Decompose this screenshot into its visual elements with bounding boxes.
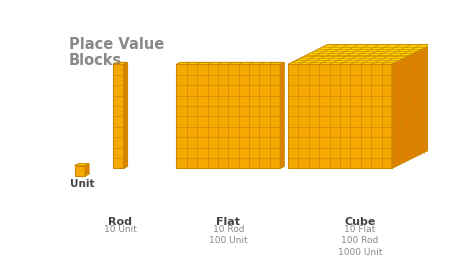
Text: Flat: Flat <box>216 217 240 227</box>
Text: Unit: Unit <box>69 179 94 189</box>
Text: Rod: Rod <box>108 217 132 227</box>
Polygon shape <box>176 62 284 64</box>
Text: 10 Unit: 10 Unit <box>104 225 137 234</box>
Polygon shape <box>288 64 391 168</box>
Polygon shape <box>113 64 123 168</box>
Text: 10 Rod
100 Unit: 10 Rod 100 Unit <box>208 225 247 246</box>
Text: 10 Flat
100 Rod
1000 Unit: 10 Flat 100 Rod 1000 Unit <box>337 225 381 256</box>
Polygon shape <box>75 164 89 166</box>
Text: Place Value
Blocks: Place Value Blocks <box>69 37 163 69</box>
Polygon shape <box>176 64 280 168</box>
Polygon shape <box>85 164 89 176</box>
Text: Cube: Cube <box>343 217 375 227</box>
Polygon shape <box>288 45 430 64</box>
Polygon shape <box>123 62 127 168</box>
Polygon shape <box>113 62 127 64</box>
Polygon shape <box>391 45 430 168</box>
Polygon shape <box>75 166 85 176</box>
Polygon shape <box>280 62 284 168</box>
